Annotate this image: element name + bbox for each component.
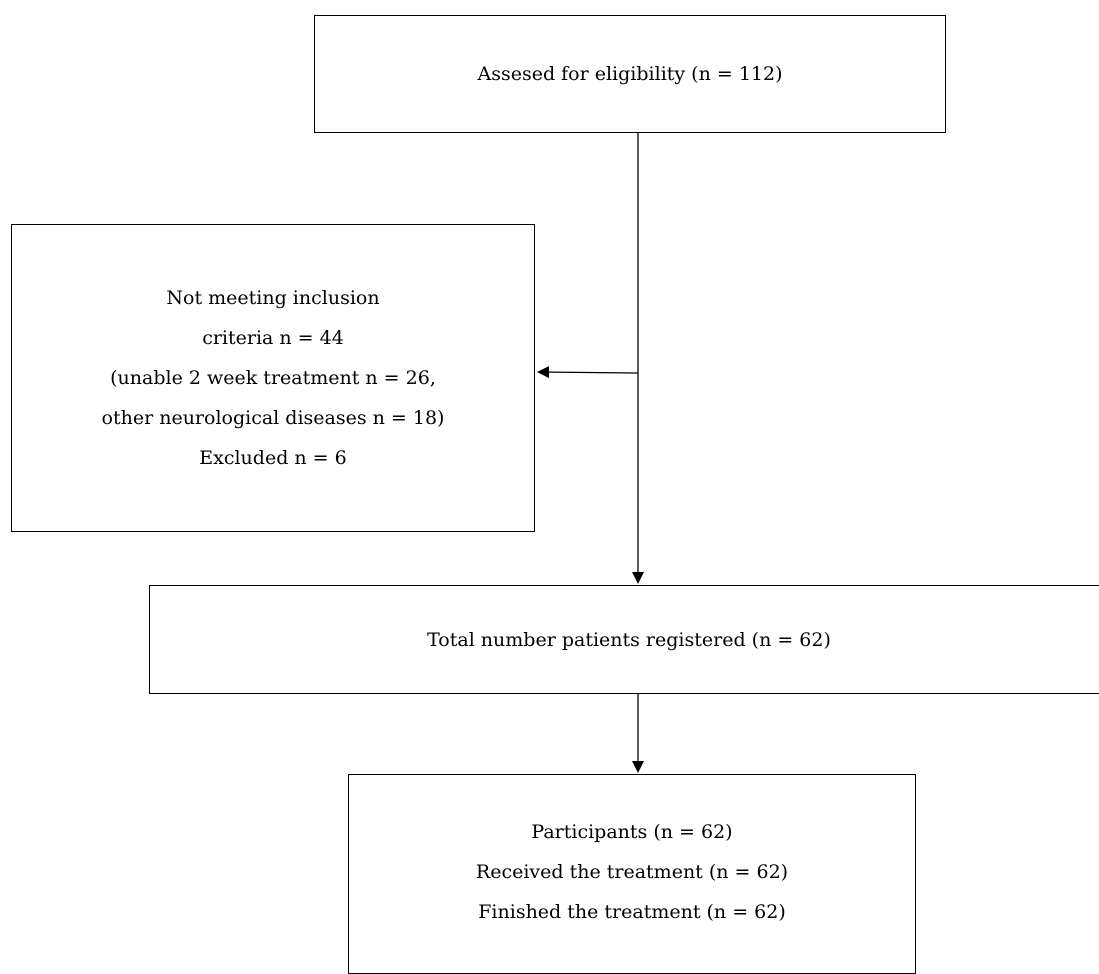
excluded-line-1: Not meeting inclusion [166, 287, 380, 309]
excluded-line-4: other neurological diseases n = 18) [101, 407, 445, 429]
excluded-line-5: Excluded n = 6 [199, 447, 347, 469]
registered-text: Total number patients registered (n = 62… [427, 628, 831, 651]
arrow-to-excluded [537, 366, 639, 379]
excluded-line-3: (unable 2 week treatment n = 26, [110, 367, 436, 389]
participants-box: Participants (n = 62) Received the treat… [348, 774, 916, 974]
participants-line-1: Participants (n = 62) [531, 821, 733, 843]
participants-line-3: Finished the treatment (n = 62) [478, 901, 786, 923]
excluded-line-2: criteria n = 44 [202, 327, 344, 349]
registered-box: Total number patients registered (n = 62… [149, 585, 1099, 694]
excluded-box: Not meeting inclusion criteria n = 44 (u… [11, 224, 535, 532]
eligibility-text: Assesed for eligibility (n = 112) [477, 63, 783, 85]
participants-line-2: Received the treatment (n = 62) [475, 861, 789, 883]
eligibility-box: Assesed for eligibility (n = 112) [314, 15, 946, 133]
